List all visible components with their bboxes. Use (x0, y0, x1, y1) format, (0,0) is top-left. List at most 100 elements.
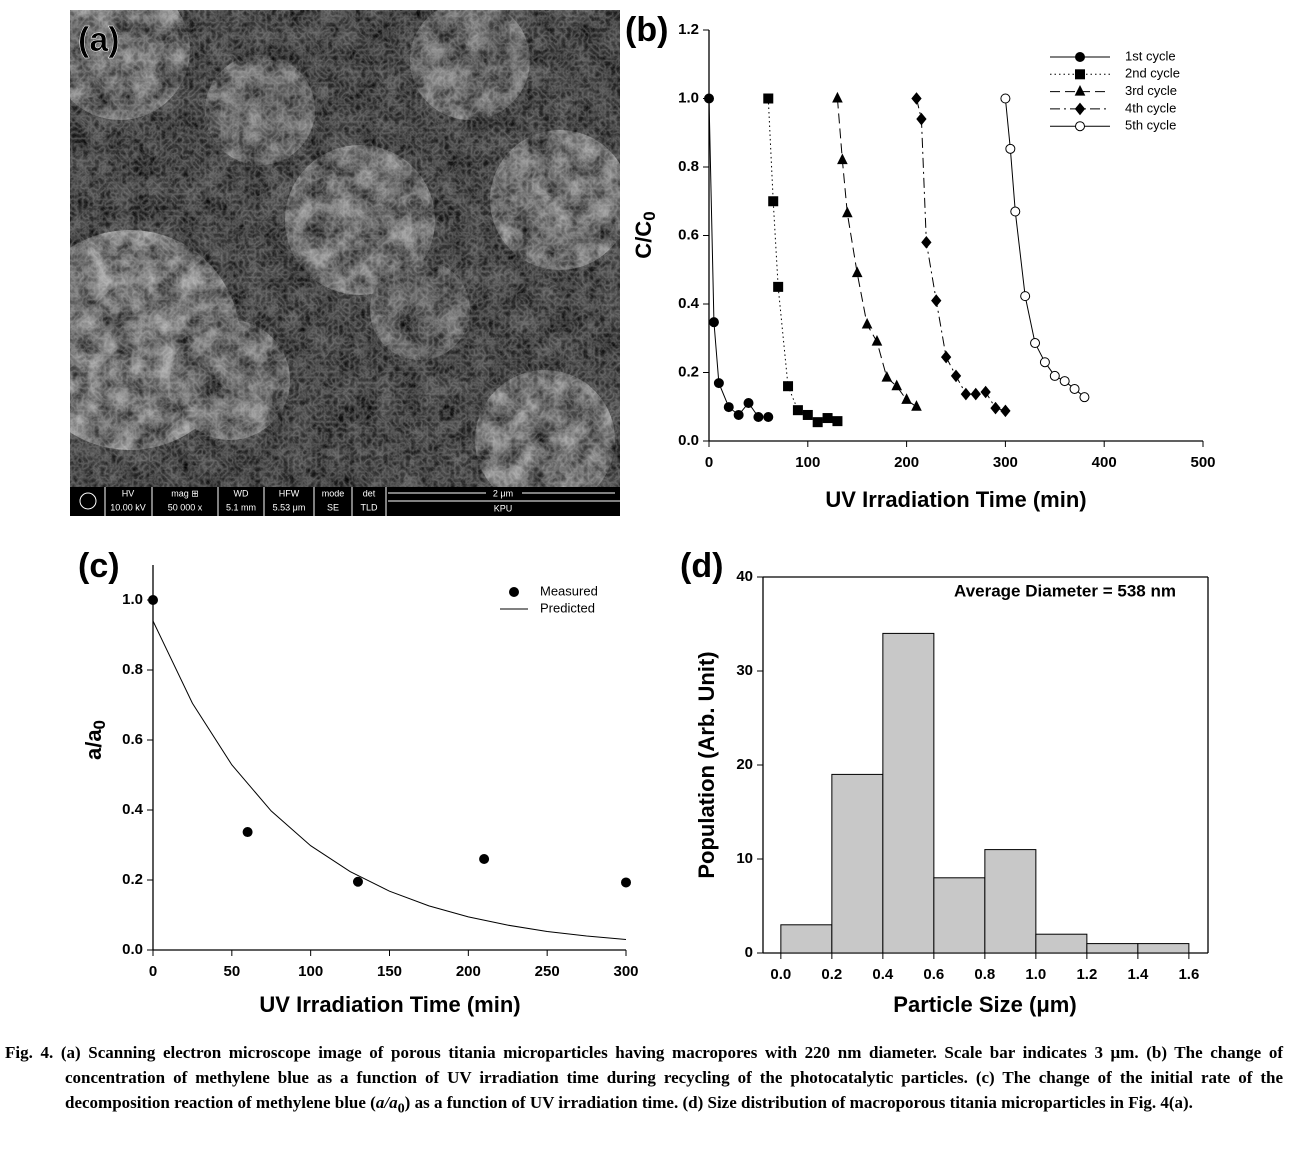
x-axis-label: UV Irradiation Time (min) (259, 992, 520, 1017)
legend-label: Predicted (540, 600, 595, 615)
info-label: mag ⊞ (171, 488, 199, 498)
marker (1005, 143, 1016, 154)
x-tick-label: 200 (894, 454, 919, 471)
y-tick-label: 0.6 (122, 731, 143, 748)
marker (1030, 338, 1041, 349)
y-tick-label: 0.2 (122, 871, 143, 888)
x-tick-label: 300 (613, 963, 638, 980)
x-tick-label: 1.2 (1076, 966, 1097, 983)
marker (921, 236, 932, 249)
caption-subscript: 0 (397, 1100, 405, 1117)
y-tick-label: 1.2 (678, 21, 699, 38)
marker (783, 381, 794, 392)
y-tick-label: 10 (736, 850, 753, 867)
info-value: 5.53 μm (273, 502, 306, 512)
x-tick-label: 0.0 (770, 966, 791, 983)
y-tick-label: 0.8 (122, 661, 143, 678)
marker (768, 196, 779, 207)
x-tick-label: 0.8 (974, 966, 995, 983)
marker (1059, 376, 1070, 387)
y-tick-label: 0.0 (122, 941, 143, 958)
marker (763, 412, 774, 423)
caption: Fig. 4. (a) Scanning electron microscope… (5, 1040, 1283, 1121)
info-label: HFW (279, 488, 300, 498)
series-line (767, 98, 838, 423)
x-tick-label: 500 (1190, 454, 1215, 471)
y-axis-label-subscript: 0 (640, 211, 659, 220)
marker (1069, 383, 1080, 394)
marker (950, 369, 962, 383)
x-axis-label: UV Irradiation Time (min) (825, 487, 1086, 512)
marker (970, 387, 981, 401)
legend-label: 2nd cycle (1125, 66, 1180, 81)
bar (831, 773, 884, 954)
caption-symbol: a/a (375, 1093, 398, 1112)
x-axis-label: Particle Size (μm) (893, 992, 1076, 1017)
x-tick-label: 0.4 (872, 966, 894, 983)
y-axis-label: Population (Arb. Unit) (694, 651, 719, 878)
marker (842, 206, 853, 218)
marker (1075, 69, 1085, 80)
info-label: WD (234, 488, 249, 498)
x-tick-label: 300 (993, 454, 1018, 471)
x-tick-label: 100 (298, 963, 323, 980)
series-line (708, 98, 769, 418)
marker (931, 294, 942, 307)
marker (479, 854, 490, 864)
marker (980, 385, 991, 399)
bar (1137, 943, 1190, 954)
legend-label: 3rd cycle (1125, 83, 1177, 98)
marker (812, 417, 823, 428)
x-tick-label: 0 (149, 963, 157, 980)
marker (891, 379, 903, 391)
y-tick-label: 30 (736, 662, 753, 679)
x-tick-label: 250 (535, 963, 560, 980)
marker (851, 266, 863, 278)
marker (1074, 84, 1086, 96)
caption-text: Fig. 4. (a) Scanning electron microscope… (5, 1043, 1283, 1112)
marker (1049, 370, 1060, 381)
bar (984, 849, 1037, 954)
marker (708, 317, 719, 328)
series-line (836, 98, 917, 408)
info-value: 50 000 x (168, 502, 203, 512)
marker (832, 91, 843, 103)
marker (916, 112, 927, 126)
marker (832, 416, 843, 427)
legend-label: 5th cycle (1125, 118, 1176, 133)
y-tick-label: 40 (736, 568, 753, 585)
sem-info-bar: HV 10.00 kV mag ⊞ 50 000 x WD 5.1 mm HFW… (70, 487, 620, 516)
y-axis-label-subscript: 0 (90, 720, 109, 729)
marker (1075, 52, 1085, 62)
annotation: Average Diameter = 538 nm (954, 581, 1176, 600)
y-tick-label: 0.6 (678, 226, 699, 243)
marker (743, 397, 754, 408)
marker (704, 93, 714, 104)
series-line (915, 98, 1006, 412)
marker (837, 153, 848, 165)
y-tick-label: 1.0 (122, 591, 143, 608)
marker (1000, 93, 1011, 104)
panel-label: (a) (78, 21, 120, 59)
marker (509, 587, 519, 597)
info-value: TLD (360, 502, 378, 512)
marker (940, 350, 952, 364)
x-tick-label: 1.6 (1178, 966, 1199, 983)
x-tick-label: 150 (377, 963, 402, 980)
bar (780, 924, 833, 954)
panel-label: (c) (78, 547, 120, 585)
scale-bar-label: 2 μm (493, 488, 513, 498)
marker (733, 409, 744, 420)
x-tick-label: 0.6 (923, 966, 944, 983)
marker (621, 877, 631, 888)
info-value: 10.00 kV (110, 502, 146, 512)
y-tick-label: 0.4 (678, 295, 700, 312)
marker (1079, 392, 1090, 403)
y-tick-label: 0.8 (678, 158, 699, 175)
series-line (1004, 98, 1085, 398)
x-tick-label: 50 (223, 963, 240, 980)
y-tick-label: 0.0 (678, 432, 699, 449)
x-tick-label: 400 (1092, 454, 1117, 471)
marker (1020, 291, 1031, 302)
marker (242, 827, 253, 838)
